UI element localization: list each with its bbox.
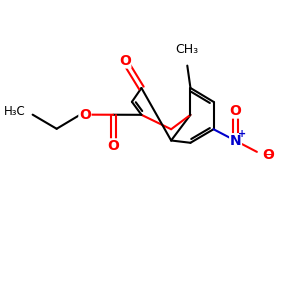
Text: H₃C: H₃C: [4, 105, 26, 118]
Text: N: N: [230, 134, 242, 148]
Text: CH₃: CH₃: [176, 43, 199, 56]
Text: +: +: [238, 129, 246, 140]
Text: O: O: [230, 104, 242, 118]
Text: O: O: [119, 54, 131, 68]
Text: −: −: [263, 149, 274, 162]
Text: O: O: [79, 108, 91, 122]
Text: O: O: [107, 139, 119, 153]
Text: O: O: [262, 148, 274, 161]
